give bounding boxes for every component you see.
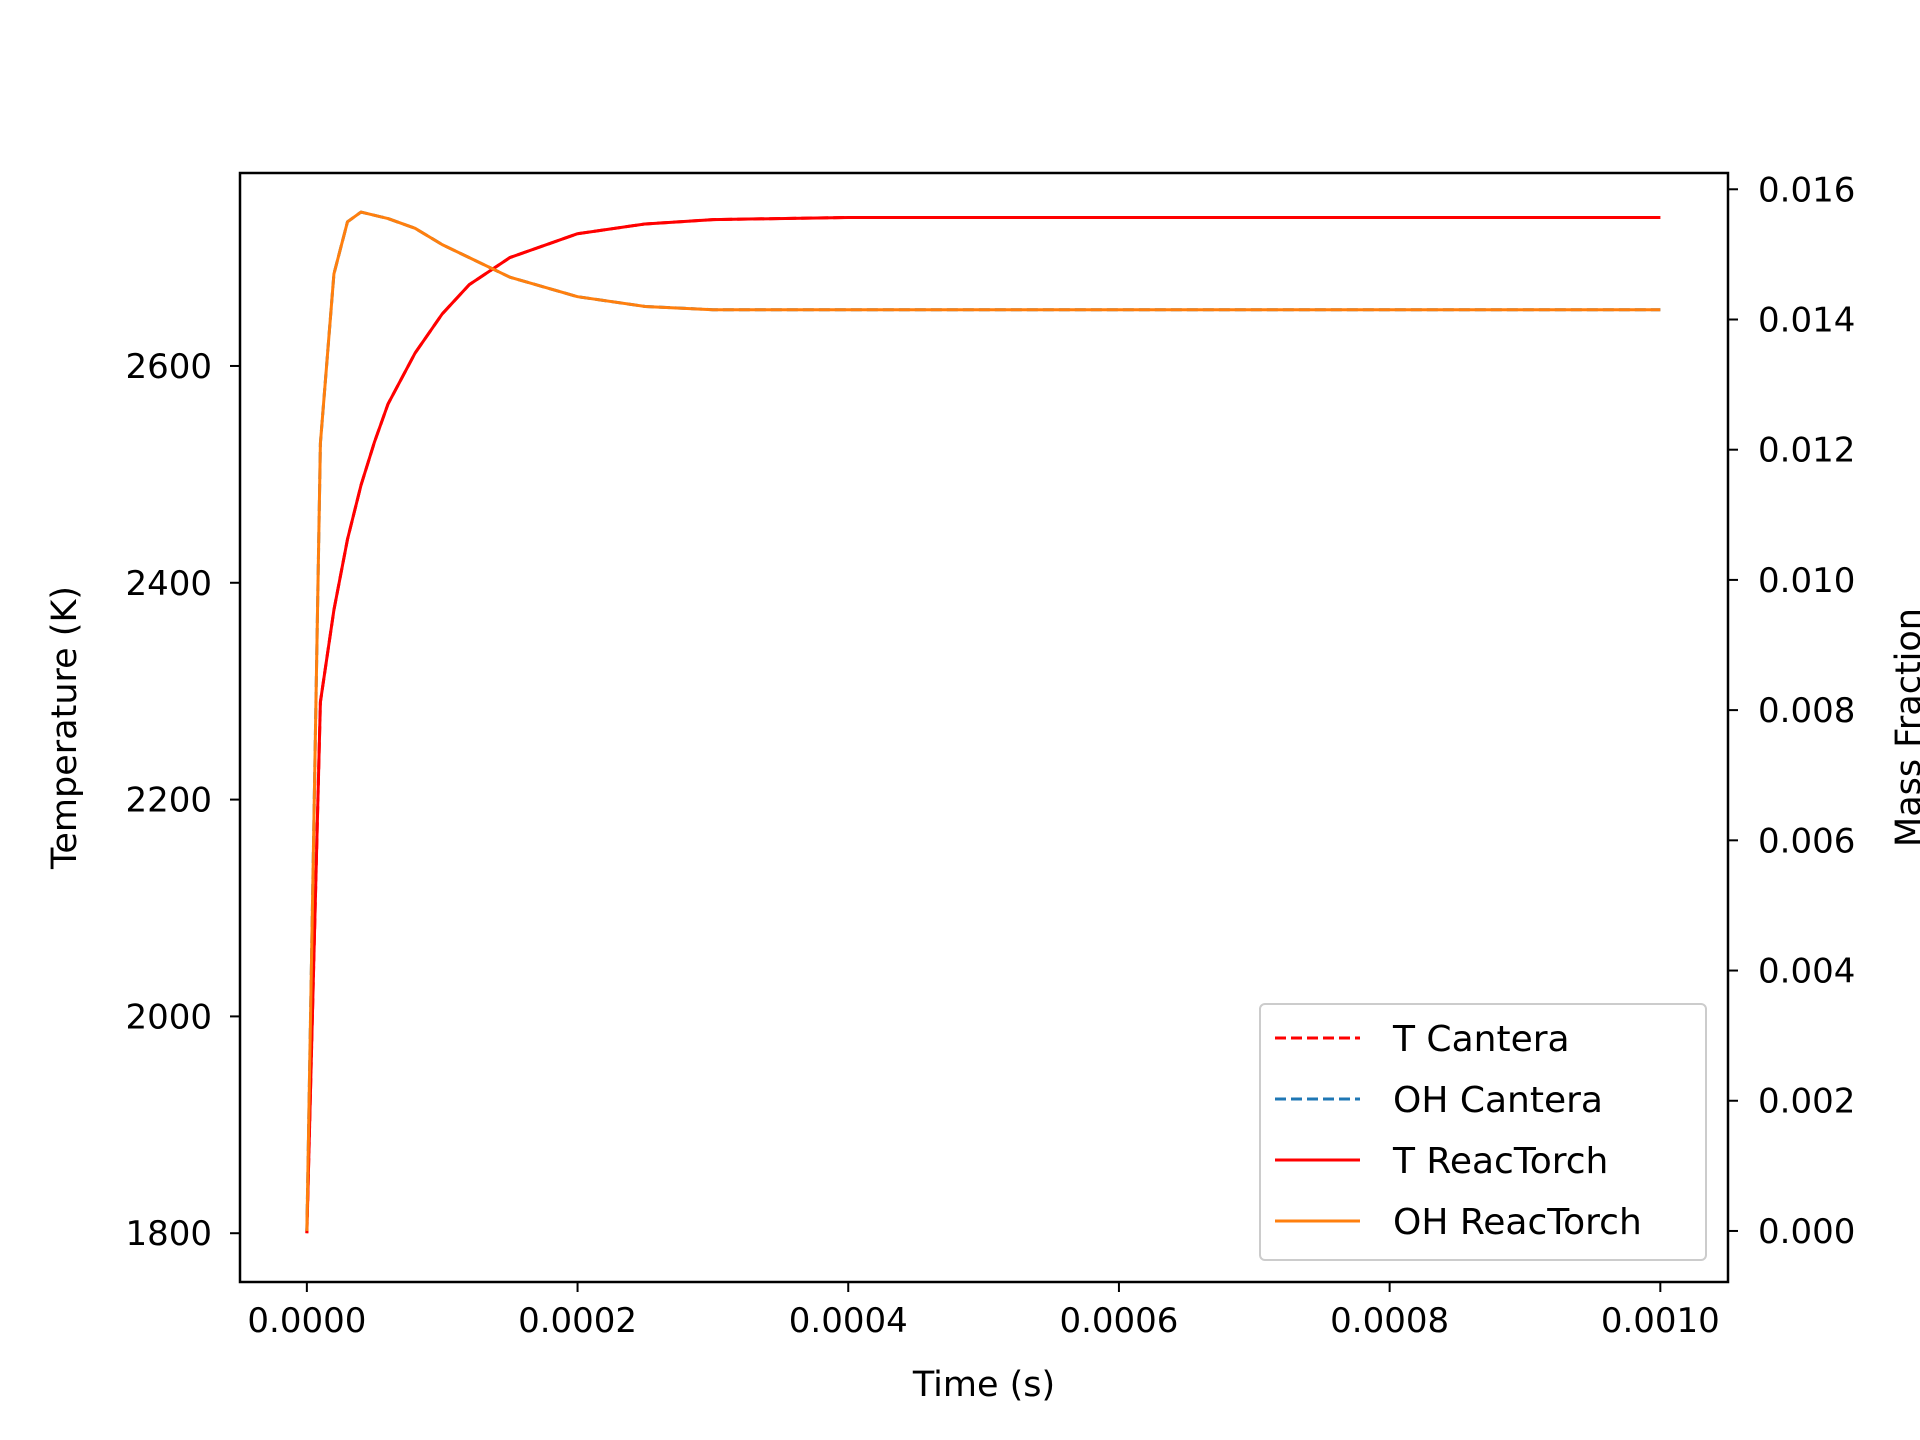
x-tick-label: 0.0002 — [518, 1301, 637, 1341]
y-right-axis-label: Mass Fraction — [1889, 608, 1920, 847]
x-tick-label: 0.0008 — [1330, 1301, 1449, 1341]
legend-label: T Cantera — [1392, 1019, 1570, 1060]
y-right-tick-label: 0.010 — [1758, 561, 1855, 601]
y-right-tick-label: 0.002 — [1758, 1082, 1855, 1122]
y-left-tick-label: 2400 — [125, 564, 212, 604]
y-left-tick-label: 2000 — [125, 997, 212, 1037]
x-tick-label: 0.0000 — [247, 1301, 366, 1341]
series-line-oh-reactorch — [305, 210, 1661, 1231]
y-left-tick-label: 2600 — [125, 347, 212, 387]
y-right-tick-label: 0.016 — [1758, 170, 1855, 210]
legend-label: OH Cantera — [1393, 1080, 1603, 1121]
x-tick-label: 0.0004 — [789, 1301, 908, 1341]
y-left-tick-label: 2200 — [125, 781, 212, 821]
y-right-tick-label: 0.004 — [1758, 952, 1855, 992]
y-right-axis: 0.000 0.002 0.004 0.006 0.008 0.010 0.012 0.014… — [1728, 170, 1855, 1252]
x-tick-label: 0.0010 — [1601, 1301, 1720, 1341]
x-tick-label: 0.0006 — [1059, 1301, 1178, 1341]
legend-box — [1259, 1003, 1707, 1261]
plot-area — [305, 210, 1661, 1234]
axes-frame — [238, 171, 1730, 1284]
y-left-axis-label: Temperature (K) — [45, 586, 85, 870]
legend-label: T ReacTorch — [1392, 1141, 1608, 1182]
legend-label: OH ReacTorch — [1393, 1202, 1642, 1243]
y-right-tick-label: 0.014 — [1758, 300, 1855, 340]
y-left-axis: 1800 2000 2200 2400 2600 — [125, 347, 240, 1254]
y-right-tick-label: 0.006 — [1758, 821, 1855, 861]
x-axis: 0.0000 0.0002 0.0004 0.0006 0.0008 0.0010 — [247, 1282, 1720, 1341]
y-right-tick-label: 0.008 — [1758, 691, 1855, 731]
y-left-tick-label: 1800 — [125, 1214, 212, 1254]
legend: T Cantera OH Cantera T ReacTorch OH ReacTor… — [1259, 1003, 1707, 1261]
series-line-t-reactorch — [305, 215, 1661, 1234]
x-axis-label: Time (s) — [912, 1365, 1055, 1405]
y-right-tick-label: 0.000 — [1758, 1212, 1855, 1252]
y-right-tick-label: 0.012 — [1758, 431, 1855, 471]
